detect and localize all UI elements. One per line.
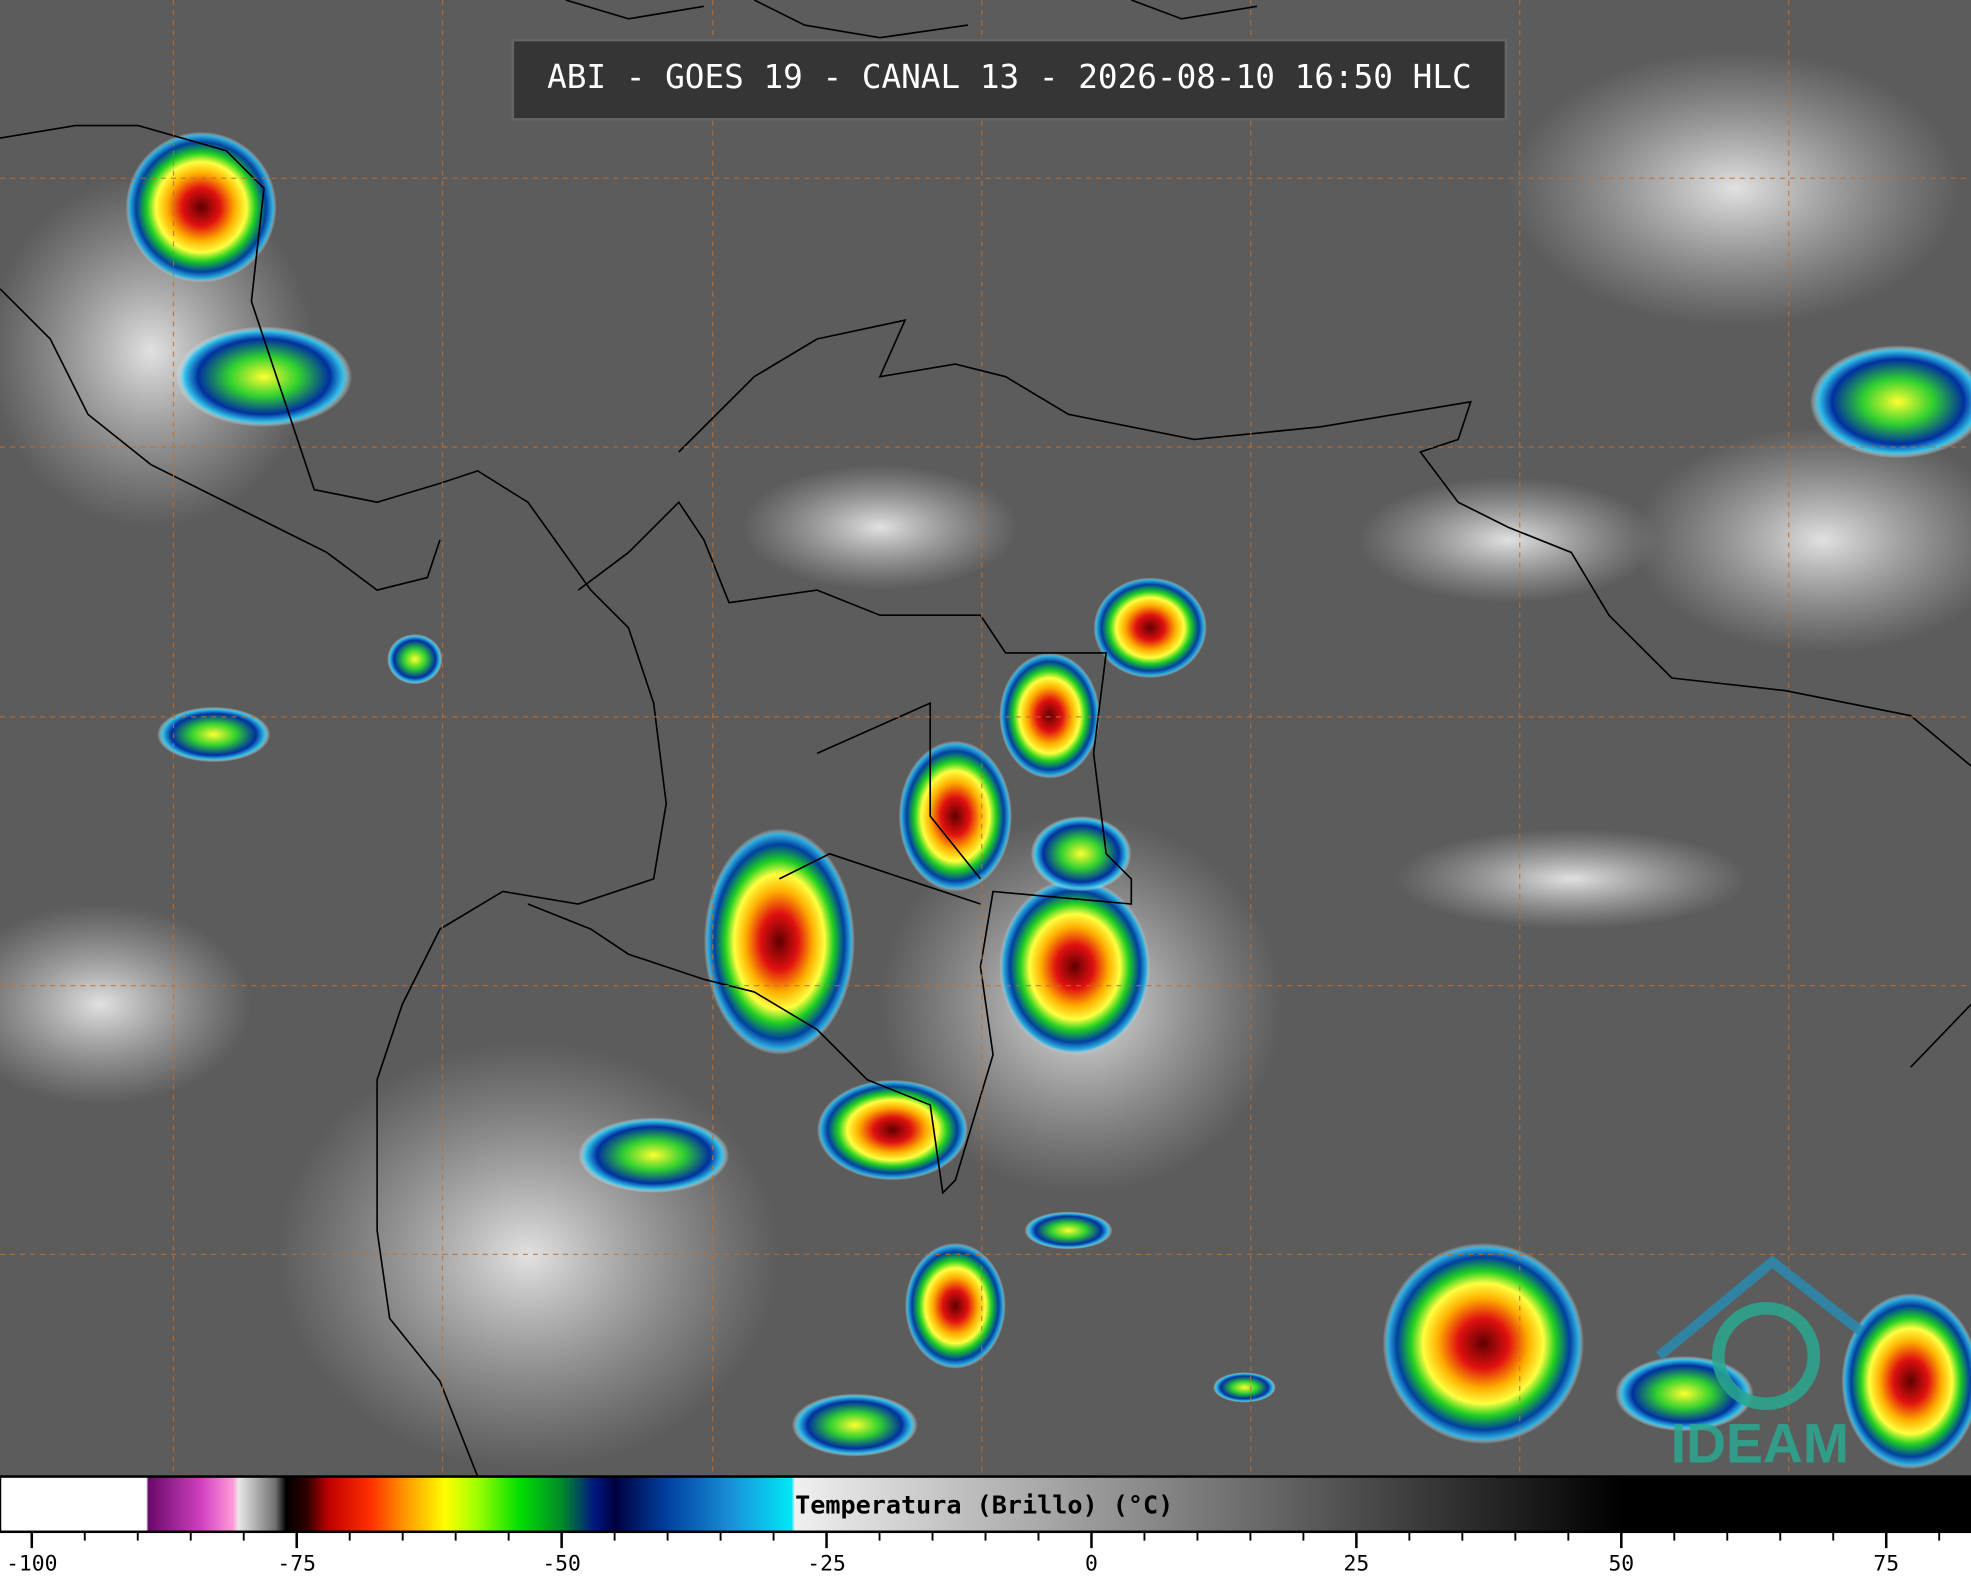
storm bbox=[578, 1117, 730, 1193]
coastline bbox=[678, 319, 1971, 767]
storm bbox=[1213, 1372, 1276, 1403]
logo-text: IDEAM bbox=[1671, 1413, 1849, 1475]
storm bbox=[1024, 1211, 1113, 1250]
title: ABI - GOES 19 - CANAL 13 - 2026-08-10 16… bbox=[547, 58, 1472, 96]
colorbar-label: Temperatura (Brillo) (°C) bbox=[795, 1491, 1173, 1520]
storm bbox=[1093, 577, 1207, 679]
tick-label: 50 bbox=[1608, 1551, 1634, 1576]
storm bbox=[703, 828, 855, 1055]
storm bbox=[791, 1393, 918, 1457]
tick-label: 75 bbox=[1873, 1551, 1899, 1576]
coastline bbox=[0, 288, 441, 592]
storm bbox=[1810, 345, 1971, 459]
coastline bbox=[1910, 1003, 1971, 1068]
logo-roof bbox=[1656, 1255, 1864, 1360]
tick-label: -100 bbox=[6, 1551, 57, 1576]
cloud bbox=[1634, 426, 1971, 653]
cloud bbox=[1357, 477, 1660, 603]
tick-label: -25 bbox=[807, 1551, 846, 1576]
storm bbox=[1382, 1243, 1584, 1444]
storm bbox=[175, 326, 352, 427]
storm bbox=[125, 131, 277, 283]
cloud bbox=[1395, 828, 1748, 930]
tick-label: 0 bbox=[1085, 1551, 1098, 1576]
graticule bbox=[0, 0, 1971, 1477]
logo: IDEAM bbox=[1656, 1255, 1864, 1475]
coastlines bbox=[0, 0, 1971, 1477]
storm bbox=[817, 1079, 968, 1181]
coastline bbox=[0, 124, 668, 1477]
cloud bbox=[276, 1042, 780, 1470]
tick-label: 25 bbox=[1344, 1551, 1370, 1576]
storm bbox=[157, 706, 271, 763]
cloud bbox=[0, 904, 252, 1105]
colorbar-ticks: -100 -75 -50 -25 0 25 50 75 bbox=[6, 1531, 1941, 1576]
title-box bbox=[511, 38, 1508, 121]
cloud bbox=[741, 464, 1019, 591]
coastline bbox=[565, 0, 1258, 39]
storm bbox=[999, 652, 1100, 779]
logo-swirl bbox=[1712, 1302, 1821, 1411]
storm bbox=[999, 878, 1151, 1055]
storm bbox=[387, 634, 443, 685]
storm bbox=[905, 1243, 1006, 1369]
storm bbox=[1030, 816, 1132, 892]
border bbox=[527, 500, 1133, 1195]
cloud bbox=[1508, 50, 1961, 327]
tick-label: -75 bbox=[277, 1551, 316, 1576]
tick-label: -50 bbox=[542, 1551, 581, 1576]
storm bbox=[898, 740, 1012, 892]
storm bbox=[1841, 1293, 1971, 1469]
storm-cells bbox=[125, 131, 1971, 1469]
colorbar bbox=[0, 1475, 1971, 1534]
